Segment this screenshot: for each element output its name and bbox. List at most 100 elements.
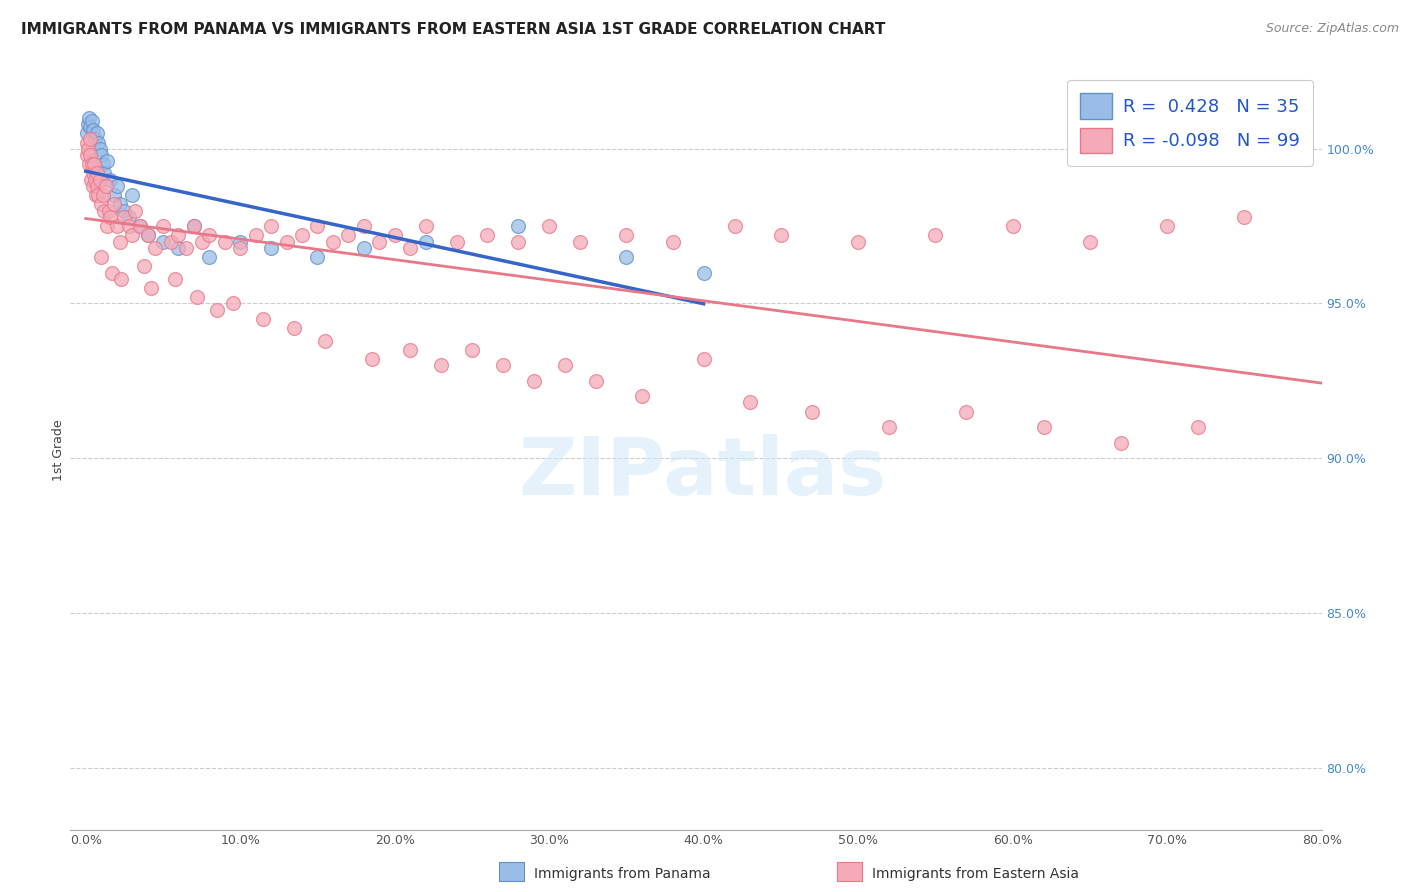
Text: Immigrants from Panama: Immigrants from Panama (534, 867, 711, 881)
Point (245, 228, 267, 243)
Point (846, 235, 869, 249)
Point (523, 374, 546, 388)
Point (93, 203, 115, 218)
Point (77, 142, 100, 156)
Point (508, 235, 530, 249)
Point (399, 343, 422, 357)
Point (87, 136, 110, 150)
Point (121, 228, 143, 243)
Point (554, 359, 576, 373)
Point (307, 250, 329, 264)
Point (86, 166, 108, 180)
Point (167, 228, 190, 243)
Point (108, 197, 131, 211)
Point (221, 296, 243, 310)
Text: Immigrants from Eastern Asia: Immigrants from Eastern Asia (872, 867, 1078, 881)
Point (738, 395, 761, 409)
Point (84, 188, 107, 202)
Point (723, 219, 745, 233)
Point (83, 157, 105, 171)
Point (631, 389, 654, 403)
Point (96, 154, 118, 169)
Point (118, 219, 141, 233)
Point (214, 235, 236, 249)
Point (430, 359, 453, 373)
Point (77, 117, 100, 131)
Point (121, 188, 143, 202)
Point (86, 126, 108, 140)
Point (86, 178, 108, 193)
Point (152, 235, 174, 249)
Point (229, 241, 252, 255)
Point (84, 172, 107, 186)
Point (415, 235, 437, 249)
Point (477, 228, 499, 243)
Point (128, 219, 150, 233)
Point (174, 241, 197, 255)
Point (415, 219, 437, 233)
Point (77, 111, 100, 125)
Point (198, 250, 221, 264)
Point (93, 166, 115, 180)
Point (90, 148, 112, 162)
Point (143, 241, 166, 255)
Point (229, 235, 252, 249)
Point (124, 203, 146, 218)
Text: ZIPatlas: ZIPatlas (519, 434, 887, 512)
Point (101, 266, 124, 280)
FancyBboxPatch shape (499, 862, 524, 881)
Point (585, 374, 607, 388)
Point (353, 219, 375, 233)
Point (692, 352, 714, 367)
Point (616, 250, 638, 264)
Point (1078, 235, 1101, 249)
Point (91, 157, 114, 171)
Point (384, 228, 406, 243)
Point (183, 219, 205, 233)
Point (924, 228, 946, 243)
Point (90, 197, 112, 211)
Point (1233, 210, 1256, 224)
Point (492, 359, 515, 373)
Point (112, 203, 135, 218)
Point (87, 188, 110, 202)
Point (955, 405, 977, 419)
Point (100, 172, 122, 186)
Point (616, 228, 638, 243)
Point (205, 302, 228, 317)
Point (89, 172, 111, 186)
Point (877, 420, 900, 434)
Point (82, 123, 104, 137)
Point (260, 241, 283, 255)
Point (283, 321, 305, 335)
Point (89, 142, 111, 156)
Point (82, 166, 104, 180)
Point (399, 241, 422, 255)
Point (360, 352, 382, 367)
Point (446, 235, 468, 249)
Point (80, 172, 103, 186)
Point (322, 235, 344, 249)
Point (136, 228, 159, 243)
Point (165, 271, 187, 285)
Point (79, 132, 101, 146)
Point (79, 120, 101, 134)
Point (1032, 420, 1054, 434)
Point (368, 235, 391, 249)
Point (80, 157, 103, 171)
Point (136, 228, 159, 243)
Point (103, 188, 125, 202)
Point (128, 219, 150, 233)
Point (91, 188, 114, 202)
Point (508, 219, 530, 233)
Point (105, 178, 128, 193)
Point (337, 228, 360, 243)
Point (314, 334, 336, 348)
Point (307, 219, 329, 233)
Point (190, 235, 212, 249)
Point (291, 228, 314, 243)
Point (76, 148, 98, 162)
Point (84, 132, 107, 146)
Text: Source: ZipAtlas.com: Source: ZipAtlas.com (1265, 22, 1399, 36)
Point (103, 197, 125, 211)
